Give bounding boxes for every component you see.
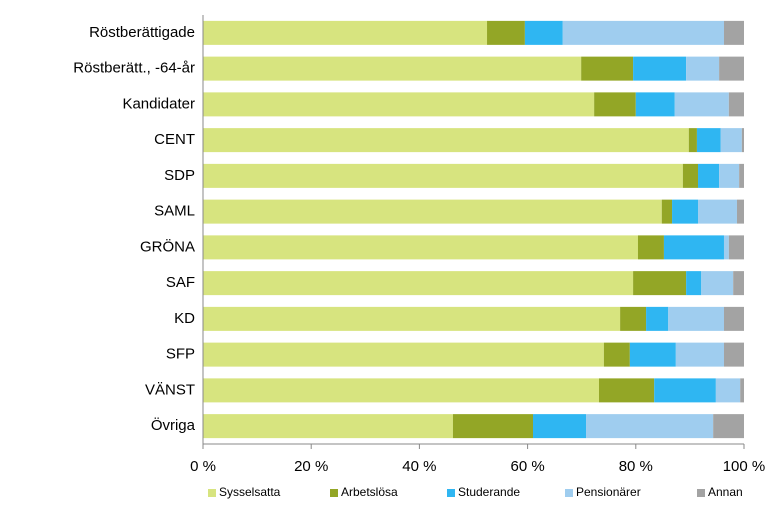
bar-segment bbox=[524, 20, 563, 45]
legend-swatch bbox=[208, 489, 216, 497]
bar-segment bbox=[203, 271, 634, 296]
y-tick-label: Röstberätt., -64-år bbox=[73, 60, 195, 77]
bar-segment bbox=[203, 306, 621, 331]
bar-segment bbox=[719, 56, 744, 81]
bar-segment bbox=[701, 271, 734, 296]
bar-segment bbox=[739, 163, 744, 188]
y-tick-label: GRÖNA bbox=[140, 237, 195, 255]
bar-segment bbox=[633, 56, 687, 81]
legend-swatch bbox=[697, 489, 705, 497]
y-tick-label: Övriga bbox=[151, 416, 196, 434]
bar-segment bbox=[688, 128, 697, 153]
legend-swatch bbox=[447, 489, 455, 497]
bar-segment bbox=[723, 306, 744, 331]
bar-segment bbox=[203, 199, 662, 224]
legend-swatch bbox=[565, 489, 573, 497]
bar-segment bbox=[668, 306, 724, 331]
bar-segment bbox=[629, 342, 676, 367]
y-tick-label: CENT bbox=[154, 131, 195, 148]
bar-segment bbox=[637, 235, 664, 260]
bar-segment bbox=[203, 56, 582, 81]
legend-swatch bbox=[330, 489, 338, 497]
y-tick-label: KD bbox=[174, 310, 195, 327]
legend-label: Arbetslösa bbox=[341, 485, 398, 499]
bar-segment bbox=[581, 56, 634, 81]
bar-segment bbox=[603, 342, 630, 367]
bar-segment bbox=[203, 378, 600, 403]
x-tick-label: 40 % bbox=[402, 458, 436, 475]
bar-segment bbox=[698, 199, 737, 224]
bar-segment bbox=[633, 271, 687, 296]
bar-segment bbox=[599, 378, 655, 403]
bar-segment bbox=[203, 414, 453, 439]
x-tick-label: 20 % bbox=[294, 458, 328, 475]
bar-segment bbox=[203, 235, 638, 260]
y-tick-label: SFP bbox=[166, 346, 195, 363]
bar-segment bbox=[723, 20, 744, 45]
y-tick-label: Röstberättigade bbox=[89, 24, 195, 41]
bar-segment bbox=[686, 56, 720, 81]
bar-segment bbox=[203, 92, 595, 117]
legend-label: Pensionärer bbox=[576, 485, 641, 499]
bar-segment bbox=[723, 235, 729, 260]
bar-segment bbox=[719, 163, 740, 188]
bar-segment bbox=[696, 128, 721, 153]
bar-segment bbox=[723, 342, 744, 367]
bar-segment bbox=[672, 199, 699, 224]
bar-segment bbox=[733, 271, 744, 296]
bar-segment bbox=[728, 235, 744, 260]
bar-segment bbox=[713, 414, 744, 439]
x-tick-label: 0 % bbox=[190, 458, 216, 475]
bar-segment bbox=[620, 306, 647, 331]
bar-segment bbox=[586, 414, 714, 439]
bar-segment bbox=[740, 378, 744, 403]
y-tick-label: VÄNST bbox=[145, 381, 195, 398]
bar-segment bbox=[682, 163, 699, 188]
bar-segment bbox=[594, 92, 636, 117]
bar-segment bbox=[562, 20, 724, 45]
bar-segment bbox=[646, 306, 669, 331]
bar-segment bbox=[661, 199, 673, 224]
bar-segment bbox=[736, 199, 744, 224]
bar-segment bbox=[452, 414, 534, 439]
y-tick-label: SAML bbox=[154, 203, 195, 220]
x-tick-label: 100 % bbox=[723, 458, 766, 475]
bar-segment bbox=[698, 163, 720, 188]
bar-segment bbox=[203, 342, 604, 367]
x-tick-label: 80 % bbox=[619, 458, 653, 475]
bar-segment bbox=[635, 92, 675, 117]
y-tick-label: SAF bbox=[166, 274, 195, 291]
bar-segment bbox=[675, 342, 724, 367]
bar-segment bbox=[533, 414, 587, 439]
bar-segment bbox=[674, 92, 729, 117]
bar-segment bbox=[728, 92, 744, 117]
bar-segment bbox=[741, 128, 744, 153]
bar-segment bbox=[686, 271, 702, 296]
bar-segment bbox=[203, 163, 683, 188]
bar-segment bbox=[715, 378, 741, 403]
bar-segment bbox=[654, 378, 716, 403]
legend-label: Studerande bbox=[458, 485, 520, 499]
legend-label: Annan bbox=[708, 485, 743, 499]
bar-segment bbox=[203, 128, 689, 153]
bar-segment bbox=[487, 20, 525, 45]
y-tick-label: Kandidater bbox=[122, 95, 195, 112]
bar-segment bbox=[720, 128, 742, 153]
bar-segment bbox=[203, 20, 488, 45]
legend-label: Sysselsatta bbox=[219, 485, 281, 499]
x-tick-label: 60 % bbox=[510, 458, 544, 475]
y-tick-label: SDP bbox=[164, 167, 195, 184]
bar-segment bbox=[663, 235, 724, 260]
